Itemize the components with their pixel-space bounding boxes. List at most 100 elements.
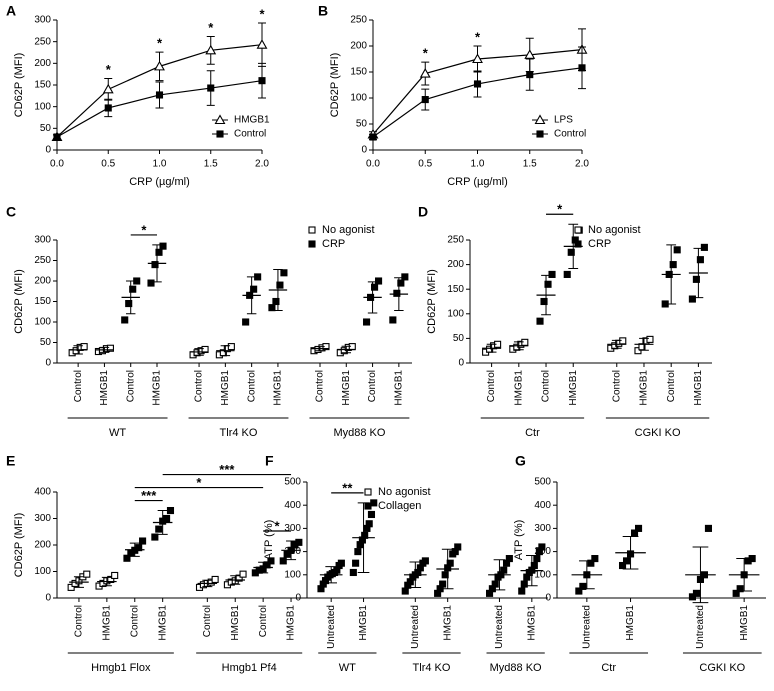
marker (538, 543, 546, 551)
x-tick-label: Control (611, 370, 622, 402)
x-tick-label: Control (194, 370, 205, 402)
marker (389, 316, 397, 324)
marker (500, 566, 508, 574)
legend-marker (214, 114, 226, 125)
y-tick-label: 200 (350, 41, 367, 52)
sd-bar (357, 502, 370, 573)
marker (548, 270, 556, 278)
sd-bar (157, 510, 168, 535)
x-tick-label: Untreated (581, 605, 592, 649)
x-tick-label: 2.0 (575, 159, 589, 170)
x-tick-label: Control (258, 605, 269, 637)
x-tick-label: Control (73, 370, 84, 402)
marker (704, 524, 713, 532)
marker (540, 297, 548, 306)
legend-label: Collagen (378, 500, 421, 512)
y-tick-label: 300 (34, 15, 51, 26)
sd-bar (286, 540, 297, 561)
legend-marker (574, 240, 582, 248)
sd-bar (639, 337, 649, 351)
marker (239, 570, 247, 578)
marker (283, 550, 291, 558)
marker (227, 343, 235, 351)
legend-label: HMGB1 (234, 115, 270, 126)
x-axis-label: CRP (µg/ml) (129, 176, 190, 188)
marker (563, 270, 571, 278)
x-tick-label: Control (125, 370, 136, 402)
sd-bar (541, 274, 551, 316)
marker (276, 281, 284, 289)
y-axis-label: ATP (%) (513, 520, 525, 561)
sd-bar (125, 280, 136, 315)
y-tick-label: 150 (350, 67, 367, 78)
x-tick-label: Control (486, 370, 497, 402)
y-tick-label: 200 (34, 540, 51, 551)
marker (375, 277, 383, 285)
legend-label: Control (554, 129, 586, 140)
y-tick-label: 50 (40, 337, 52, 348)
legend-label: Control (234, 129, 266, 140)
marker (267, 557, 275, 565)
panel-label: A (6, 3, 16, 19)
marker (578, 64, 586, 72)
marker (135, 544, 143, 552)
panel-label: E (6, 453, 15, 469)
marker (419, 67, 431, 78)
group-label: CGKI KO (635, 427, 681, 439)
marker (524, 49, 536, 59)
x-tick-label: HMGB1 (526, 605, 537, 641)
marker (518, 587, 526, 595)
marker (669, 261, 677, 269)
marker (125, 299, 133, 308)
marker (544, 280, 552, 288)
marker (505, 555, 513, 563)
y-tick-label: 100 (350, 93, 367, 104)
marker (83, 570, 91, 578)
marker (139, 537, 147, 545)
marker (151, 261, 159, 269)
marker (151, 533, 159, 541)
sd-bar (258, 561, 269, 574)
marker (242, 318, 250, 326)
marker (250, 285, 258, 293)
y-tick-label: 200 (534, 546, 551, 557)
marker (700, 243, 708, 251)
y-tick-label: 250 (34, 36, 51, 47)
group-label: CGKI KO (699, 662, 745, 674)
x-tick-label: HMGB1 (358, 605, 369, 641)
sd-bar (101, 576, 112, 587)
y-tick-label: 100 (284, 569, 301, 580)
sd-bar (341, 345, 352, 354)
marker (439, 580, 447, 588)
x-tick-label: 1.5 (523, 159, 537, 170)
panel-label: B (318, 3, 328, 19)
x-tick-label: HMGB1 (393, 370, 404, 406)
marker (401, 587, 409, 595)
sd-bar (152, 244, 162, 283)
sd-bar (611, 339, 622, 349)
legend-label: No agonist (588, 224, 641, 236)
marker (280, 269, 288, 277)
group-label: Hmgb1 Flox (91, 662, 151, 674)
group-label: WT (339, 662, 356, 674)
x-tick-label: 2.0 (255, 159, 269, 170)
x-tick-label: 0.0 (366, 159, 380, 170)
sd-bar (99, 346, 110, 353)
marker (121, 316, 129, 324)
sd-bar (493, 559, 506, 591)
y-axis-label: CD62P (MFI) (13, 269, 25, 334)
y-tick-label: 0 (45, 145, 51, 156)
sd-bar (666, 244, 677, 305)
sd-bar (273, 269, 283, 312)
x-tick-label: 0.5 (101, 159, 115, 170)
x-tick-label: HMGB1 (639, 370, 650, 406)
marker (123, 554, 131, 562)
y-tick-label: 250 (350, 15, 367, 26)
y-tick-label: 250 (447, 235, 464, 246)
x-tick-label: 1.5 (204, 159, 218, 170)
legend-marker (536, 130, 544, 138)
y-axis-label: CD62P (MFI) (426, 269, 438, 334)
x-tick-label: Control (129, 605, 140, 637)
y-tick-label: 500 (534, 477, 551, 488)
sd-bar (568, 223, 579, 270)
